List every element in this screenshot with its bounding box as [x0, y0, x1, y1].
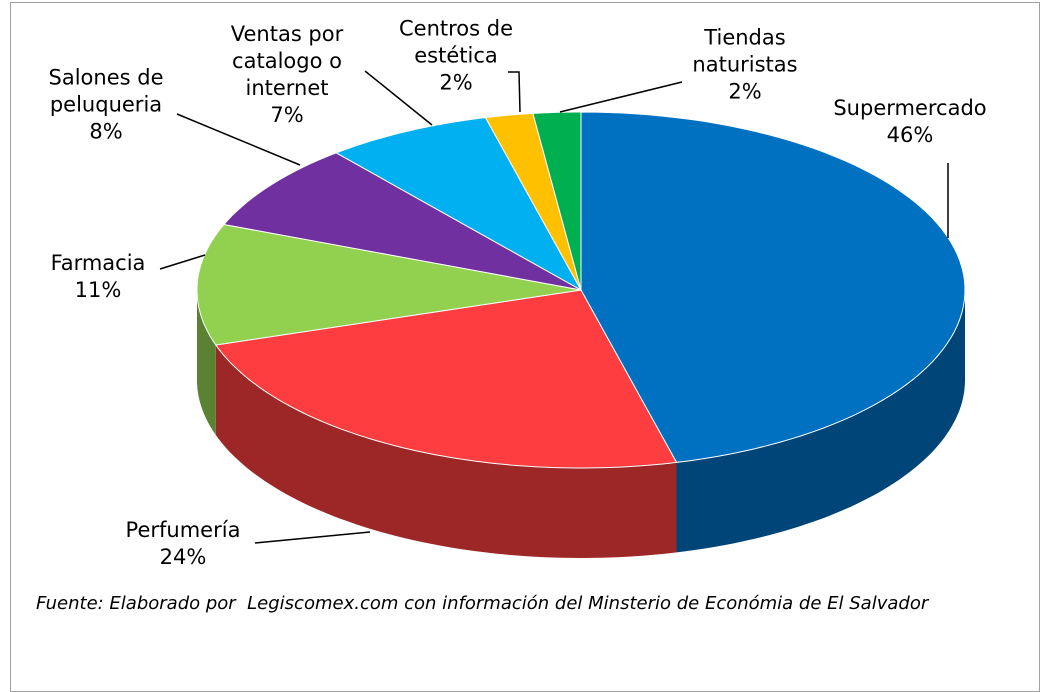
label-value: 2%: [439, 70, 473, 95]
leader-line: [508, 71, 521, 113]
slice: [484, 112, 582, 291]
label-name: Ventas por catalogo o internet: [230, 22, 344, 100]
leader-line: [559, 81, 683, 113]
slice: [580, 111, 966, 463]
slice-side: [676, 290, 965, 553]
leader-line: [364, 70, 433, 126]
source-note: Fuente: Elaborado por Legiscomex.com con…: [36, 593, 929, 614]
slice: [214, 289, 678, 469]
label-name: Farmacia: [50, 251, 146, 275]
slice: [334, 117, 583, 292]
leader-line: [176, 113, 301, 166]
label-value: 46%: [886, 123, 934, 147]
data-label: Tiendas naturistas 2%: [692, 25, 797, 106]
label-value: 2%: [728, 79, 762, 104]
data-label: Centros de estética 2%: [399, 16, 513, 97]
label-name: Tiendas naturistas: [692, 25, 798, 77]
label-name: Centros de estética: [398, 16, 514, 68]
label-value: 7%: [270, 103, 304, 127]
data-label: Salones de peluqueria 8%: [49, 65, 164, 146]
data-label: Supermercado 46%: [833, 95, 986, 149]
label-name: Salones de peluqueria: [48, 65, 164, 117]
leader-line: [254, 531, 371, 544]
pie-area: [159, 70, 966, 558]
data-label: Farmacia 11%: [51, 250, 146, 304]
label-value: 8%: [89, 119, 123, 144]
label-value: 24%: [159, 545, 207, 569]
slice: [532, 111, 582, 291]
data-label: Perfumería 24%: [126, 517, 241, 571]
label-value: 11%: [74, 278, 122, 302]
label-name: Supermercado: [833, 96, 987, 120]
slice-side: [197, 290, 216, 435]
label-name: Perfumería: [125, 518, 241, 542]
data-label: Ventas por catalogo o internet 7%: [231, 21, 344, 129]
slice-side: [215, 345, 677, 558]
leader-line: [159, 254, 206, 270]
slice: [223, 152, 582, 291]
slice: [196, 223, 582, 346]
chart: Fuente: Elaborado por Legiscomex.com con…: [10, 2, 1040, 692]
